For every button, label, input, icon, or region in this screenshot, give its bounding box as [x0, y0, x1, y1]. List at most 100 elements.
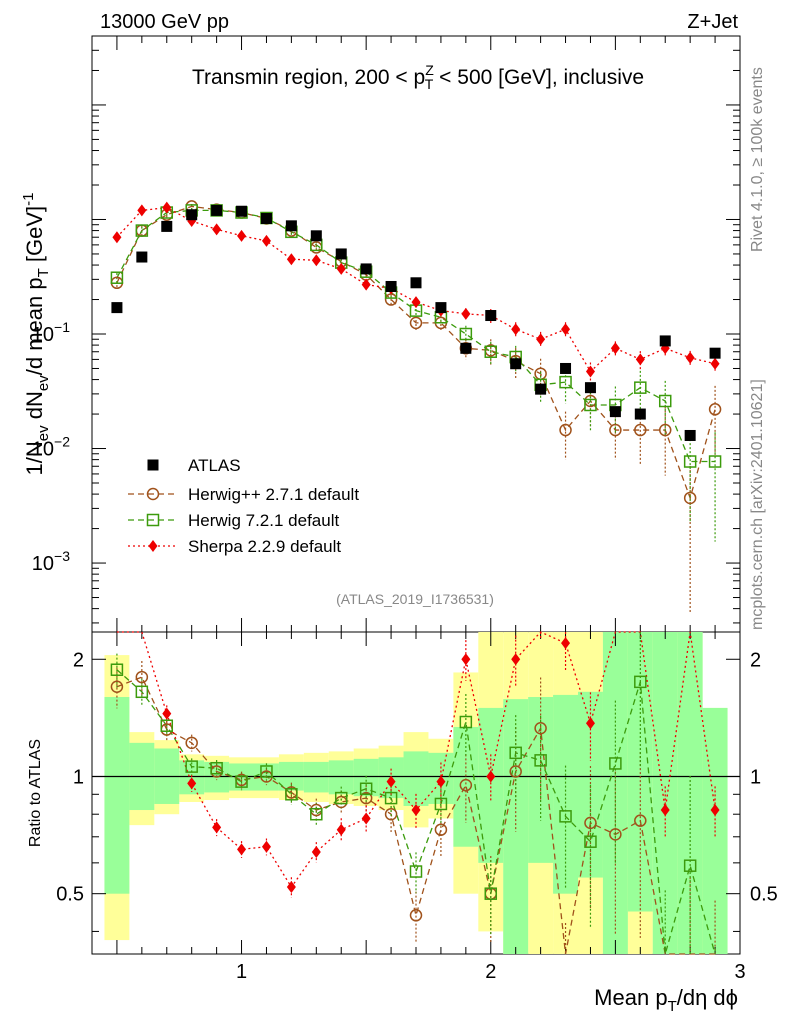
legend: ATLAS Herwig++ 2.7.1 default Herwig 7.2.1 …: [128, 456, 359, 556]
series-marker-ratio: [237, 843, 247, 856]
series-marker-ratio: [185, 760, 198, 773]
series-marker-ratio: [461, 653, 471, 666]
band-inner: [328, 760, 354, 795]
series-marker-ratio: [212, 821, 222, 834]
atlas-data-point: [186, 209, 198, 221]
data-markers: [110, 200, 722, 922]
series-marker-ratio: [534, 754, 547, 767]
series-marker-ratio: [110, 680, 124, 694]
series-marker-main: [658, 423, 672, 437]
x-axis-title: Mean pT/dη dϕ: [594, 985, 738, 1015]
atlas-data-point: [535, 383, 547, 395]
series-marker-ratio: [359, 791, 373, 805]
legend-marker: [148, 540, 158, 552]
band-inner: [403, 751, 429, 806]
atlas-data-point: [236, 205, 248, 217]
series-marker-ratio: [559, 810, 572, 823]
x-tick-label: 3: [734, 961, 745, 983]
series-marker-main: [708, 403, 722, 416]
rivet-version: Rivet 4.1.0, ≥ 100k events: [749, 67, 766, 252]
atlas-data-point: [111, 302, 123, 314]
series-marker-main: [286, 253, 296, 266]
series-marker-main: [311, 254, 321, 267]
series-marker-ratio: [434, 823, 448, 836]
series-marker-ratio: [511, 653, 521, 666]
series-marker-ratio: [359, 782, 373, 796]
atlas-data-point: [510, 358, 522, 370]
analysis-id: (ATLAS_2019_I1736531): [336, 591, 494, 607]
series-marker-ratio: [409, 909, 423, 922]
ratio-tick-label: 2: [73, 649, 84, 671]
legend-marker: [146, 487, 160, 501]
series-marker-main: [336, 262, 346, 275]
series-marker-ratio: [634, 814, 647, 827]
band-inner: [303, 761, 329, 793]
ratio-tick-label-right: 2: [750, 649, 761, 671]
band-inner: [478, 707, 504, 863]
x-tick-label: 2: [485, 961, 496, 983]
series-marker-ratio: [409, 865, 423, 878]
series-line-main: [116, 209, 716, 463]
x-tick-label: 1: [236, 961, 247, 983]
y-tick-label: 10−NaN: [12, 0, 70, 5]
series-marker-ratio: [135, 670, 149, 684]
series-marker-main: [559, 375, 572, 389]
series-marker-ratio: [160, 719, 174, 732]
series-line-main: [116, 205, 716, 501]
series-marker-main: [634, 381, 647, 394]
series-marker-ratio: [261, 840, 271, 853]
header-left: 13000 GeV pp: [100, 11, 229, 33]
band-inner: [104, 697, 130, 894]
atlas-data-point: [260, 212, 272, 224]
series-marker-ratio: [334, 791, 348, 805]
series-marker-ratio: [187, 777, 197, 790]
series-marker-ratio: [135, 685, 149, 699]
y-axis-title: 1/Nev dNev/d mean pT [GeV]-1: [20, 193, 52, 476]
atlas-data-point: [310, 230, 322, 242]
series-marker-ratio: [185, 736, 198, 750]
series-marker-ratio: [286, 881, 296, 894]
series-marker-main: [536, 333, 546, 346]
series-marker-ratio: [384, 791, 398, 805]
atlas-data-point: [161, 220, 173, 232]
series-marker-main: [634, 423, 647, 437]
legend-label: Herwig++ 2.7.1 default: [188, 485, 359, 504]
series-marker-ratio: [660, 804, 670, 817]
series-marker-main: [461, 307, 471, 320]
series-line-main: [116, 206, 716, 373]
series-marker-main: [585, 365, 595, 378]
series-marker-ratio: [235, 775, 248, 788]
series-marker-main: [561, 323, 571, 336]
legend-marker-atlas: [147, 459, 159, 471]
series-marker-ratio: [436, 775, 446, 788]
series-marker-main: [658, 394, 672, 408]
atlas-data-point: [285, 220, 297, 232]
legend-label: ATLAS: [188, 456, 241, 475]
series-marker-ratio: [411, 804, 421, 817]
y-tick-label: 10−NaN: [12, 0, 70, 5]
atlas-data-point: [360, 263, 372, 275]
ratio-tick-label-right: 0.5: [750, 884, 778, 906]
series-marker-main: [409, 316, 423, 330]
header-right: Z+Jet: [687, 11, 738, 33]
series-marker-main: [361, 278, 371, 291]
series-marker-ratio: [386, 775, 396, 788]
series-marker-ratio: [634, 675, 647, 689]
series-marker-main: [610, 342, 620, 355]
series-marker-main: [511, 323, 521, 336]
y-tick-label: 10−3: [32, 548, 70, 575]
series-marker-main: [411, 296, 421, 309]
band-inner: [503, 699, 529, 954]
atlas-data-point: [609, 406, 621, 418]
atlas-data-point: [560, 362, 572, 374]
series-marker-ratio: [311, 845, 321, 858]
legend-marker: [146, 513, 160, 527]
atlas-data-point: [485, 310, 497, 322]
series-marker-main: [484, 345, 498, 358]
series-marker-ratio: [509, 746, 522, 760]
series-marker-ratio: [584, 816, 597, 830]
series-marker-ratio: [110, 663, 124, 676]
series-marker-main: [683, 455, 697, 468]
